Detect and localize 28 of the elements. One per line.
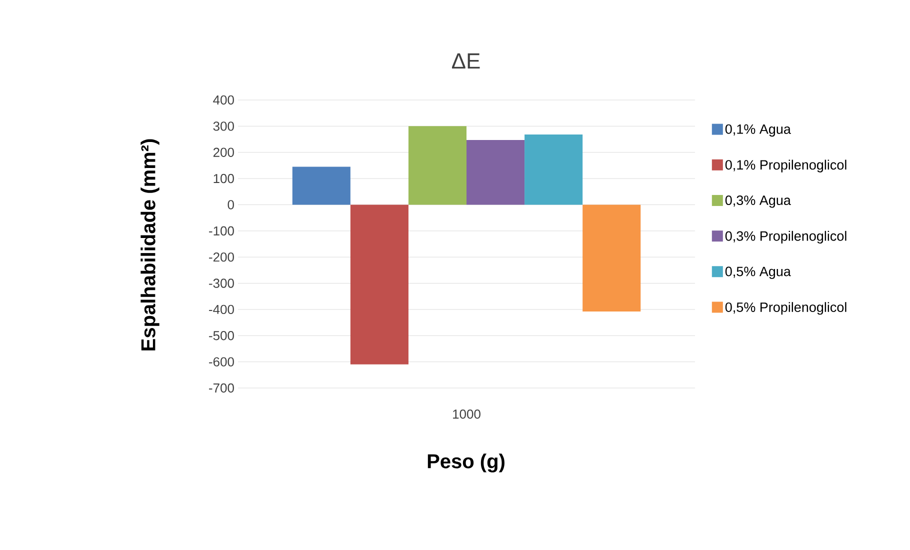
x-tick-label: 1000	[453, 410, 480, 419]
x-axis-title: Peso (g)	[428, 454, 504, 472]
y-tick-label: -700	[209, 383, 234, 393]
legend-label: 0,5% Propilenoglicol	[725, 302, 846, 315]
bar	[524, 134, 583, 205]
y-tick-label: 100	[214, 174, 234, 184]
chart-title: ΔE	[452, 53, 480, 69]
y-tick-label: 400	[213, 95, 234, 105]
y-tick-label: -600	[209, 357, 234, 366]
bar	[582, 204, 641, 312]
bar	[408, 126, 467, 205]
legend-label: 0,5% Agua	[725, 266, 791, 279]
y-tick-label: -200	[209, 252, 234, 262]
bar	[466, 140, 525, 205]
y-axis-title: Espalhabilidade (mm²)	[140, 139, 160, 350]
y-tick-label: -400	[209, 304, 234, 314]
bar	[350, 204, 408, 364]
y-tick-label: 200	[213, 148, 234, 157]
legend-label: 0,1% Agua	[725, 124, 791, 137]
legend-label: 0,3% Agua	[725, 196, 791, 208]
y-tick-label: -300	[209, 278, 234, 288]
y-tick-label: 0	[228, 200, 234, 210]
bar	[292, 166, 350, 205]
y-tick-label: -500	[209, 331, 234, 340]
y-tick-label: 300	[213, 122, 234, 131]
legend-label: 0,1% Propilenoglicol	[725, 160, 846, 172]
legend-label: 0,3% Propilenoglicol	[725, 230, 846, 244]
y-tick-label: -100	[209, 226, 234, 236]
